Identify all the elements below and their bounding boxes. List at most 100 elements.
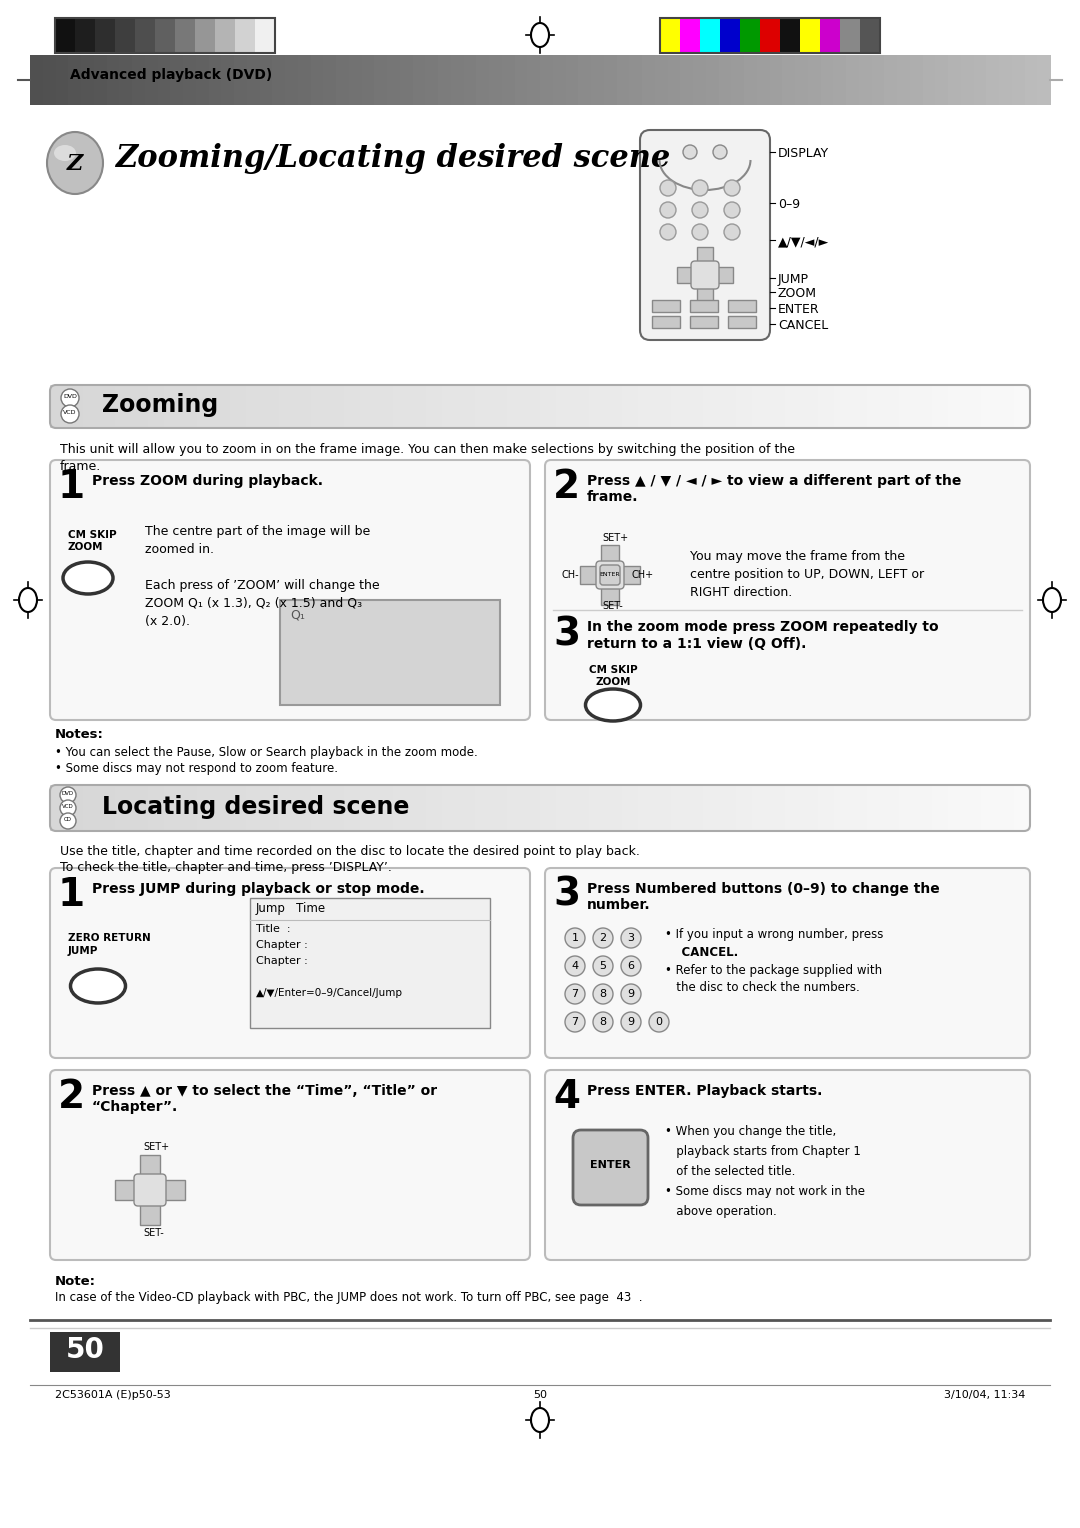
Bar: [769, 55, 783, 105]
Bar: [703, 785, 720, 831]
Circle shape: [724, 202, 740, 219]
Bar: [442, 385, 459, 428]
Text: centre position to UP, DOWN, LEFT or: centre position to UP, DOWN, LEFT or: [690, 568, 924, 581]
Bar: [491, 385, 509, 428]
Circle shape: [621, 927, 642, 947]
Bar: [132, 55, 146, 105]
Text: frame.: frame.: [60, 460, 102, 474]
FancyBboxPatch shape: [600, 565, 620, 585]
Bar: [693, 55, 706, 105]
Bar: [99, 385, 117, 428]
Text: ▲/▼/◄/►: ▲/▼/◄/►: [778, 235, 829, 248]
Bar: [195, 55, 210, 105]
Bar: [140, 1155, 160, 1225]
Bar: [667, 55, 681, 105]
Ellipse shape: [54, 145, 76, 160]
Bar: [336, 55, 350, 105]
Text: “Chapter”.: “Chapter”.: [92, 1100, 178, 1114]
Text: playback starts from Chapter 1: playback starts from Chapter 1: [665, 1144, 861, 1158]
Ellipse shape: [48, 131, 103, 194]
Bar: [148, 785, 165, 831]
Ellipse shape: [531, 23, 549, 47]
Bar: [195, 18, 215, 53]
Bar: [589, 385, 606, 428]
Bar: [785, 385, 802, 428]
Bar: [345, 385, 362, 428]
Bar: [50, 1332, 120, 1372]
Text: • Some discs may not work in the: • Some discs may not work in the: [665, 1186, 865, 1198]
Bar: [703, 385, 720, 428]
Bar: [438, 55, 451, 105]
Bar: [642, 55, 656, 105]
Bar: [981, 785, 998, 831]
Bar: [83, 785, 100, 831]
Bar: [622, 385, 639, 428]
Text: JUMP: JUMP: [778, 274, 809, 286]
Text: VCD: VCD: [63, 804, 73, 808]
Bar: [50, 785, 67, 831]
Bar: [818, 385, 835, 428]
Bar: [801, 785, 819, 831]
Bar: [327, 785, 345, 831]
Text: ZOOM Q₁ (x 1.3), Q₂ (x 1.5) and Q₃: ZOOM Q₁ (x 1.3), Q₂ (x 1.5) and Q₃: [145, 597, 362, 610]
Bar: [680, 18, 700, 53]
Bar: [262, 385, 280, 428]
Bar: [375, 55, 388, 105]
Bar: [1037, 55, 1051, 105]
Circle shape: [565, 957, 585, 976]
Ellipse shape: [531, 1407, 549, 1432]
Bar: [164, 385, 181, 428]
Ellipse shape: [63, 562, 113, 594]
Text: SET-: SET-: [602, 601, 623, 611]
Bar: [311, 385, 328, 428]
Text: ZOOM: ZOOM: [595, 677, 631, 688]
Text: number.: number.: [588, 898, 650, 912]
Text: SET+: SET+: [143, 1141, 170, 1152]
Bar: [859, 55, 873, 105]
Text: Notes:: Notes:: [55, 727, 104, 741]
Bar: [622, 785, 639, 831]
Text: Zooming: Zooming: [102, 393, 218, 417]
Circle shape: [593, 957, 613, 976]
Bar: [280, 601, 500, 704]
Bar: [94, 55, 108, 105]
FancyBboxPatch shape: [50, 868, 530, 1057]
Text: ENTER: ENTER: [590, 1160, 631, 1170]
Bar: [158, 55, 172, 105]
Text: SET+: SET+: [602, 533, 629, 542]
Text: (x 2.0).: (x 2.0).: [145, 614, 190, 628]
Bar: [361, 385, 378, 428]
Text: 5: 5: [599, 961, 607, 970]
Text: 8: 8: [599, 989, 607, 999]
Bar: [932, 785, 949, 831]
Bar: [475, 385, 492, 428]
FancyBboxPatch shape: [545, 868, 1030, 1057]
Bar: [638, 785, 656, 831]
FancyBboxPatch shape: [50, 460, 530, 720]
Text: ▲/▼/Enter=0–9/Cancel/Jump: ▲/▼/Enter=0–9/Cancel/Jump: [256, 989, 403, 998]
Text: Press ZOOM during playback.: Press ZOOM during playback.: [92, 474, 323, 487]
Circle shape: [565, 927, 585, 947]
Bar: [740, 18, 760, 53]
Bar: [556, 385, 573, 428]
Bar: [981, 385, 998, 428]
Bar: [285, 55, 299, 105]
Bar: [883, 385, 901, 428]
Bar: [362, 55, 375, 105]
Bar: [757, 55, 770, 105]
Bar: [527, 55, 541, 105]
Bar: [119, 55, 133, 105]
Text: To check the title, chapter and time, press ’DISPLAY’.: To check the title, chapter and time, pr…: [60, 860, 392, 874]
Circle shape: [621, 984, 642, 1004]
Text: In case of the Video-CD playback with PBC, the JUMP does not work. To turn off P: In case of the Video-CD playback with PB…: [55, 1291, 643, 1303]
Bar: [705, 55, 719, 105]
Bar: [735, 385, 754, 428]
Bar: [808, 55, 822, 105]
Circle shape: [649, 1012, 669, 1031]
Bar: [834, 55, 847, 105]
Text: Q₁: Q₁: [291, 608, 305, 620]
Circle shape: [565, 1012, 585, 1031]
Bar: [426, 55, 438, 105]
Bar: [215, 18, 235, 53]
Text: 1: 1: [58, 468, 85, 506]
